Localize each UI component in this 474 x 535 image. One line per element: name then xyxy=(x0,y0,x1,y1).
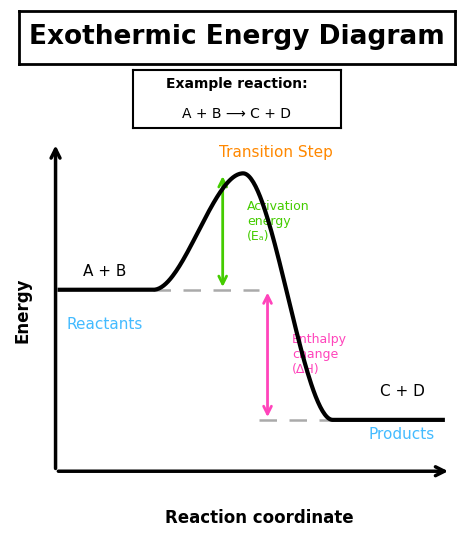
Text: C + D: C + D xyxy=(380,384,425,399)
Text: Exothermic Energy Diagram: Exothermic Energy Diagram xyxy=(29,25,445,50)
Text: Reactants: Reactants xyxy=(66,317,143,332)
Text: Reaction coordinate: Reaction coordinate xyxy=(165,509,354,527)
Text: Products: Products xyxy=(369,427,435,442)
Text: Activation
energy
(Eₐ): Activation energy (Eₐ) xyxy=(247,200,310,243)
Text: Example reaction:: Example reaction: xyxy=(166,77,308,91)
Text: Transition Step: Transition Step xyxy=(219,144,333,159)
Text: Enthalpy
change
(ΔH): Enthalpy change (ΔH) xyxy=(292,333,347,376)
Text: A + B: A + B xyxy=(83,264,126,279)
Text: Energy: Energy xyxy=(14,278,32,343)
Text: A + B ⟶ C + D: A + B ⟶ C + D xyxy=(182,106,292,121)
